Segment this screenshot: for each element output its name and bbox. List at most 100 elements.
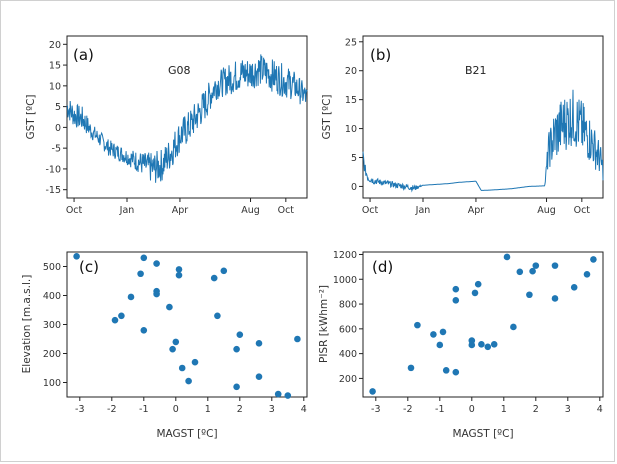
panel-c: 100 200 300 400 500 -3 -2 -1 0 1 2 3 4 (c) MAGST [º…: [21, 251, 308, 440]
panel-c-y-tick-label: 100: [43, 378, 61, 389]
panel-c-data-point: [137, 270, 144, 278]
panel-c-data-point: [255, 340, 263, 347]
panel-d-data-point: [503, 253, 511, 261]
panel-d-axes: [362, 251, 604, 398]
panel-c-x-ticks: -3 -2 -1 0 1 2 3 4: [75, 397, 307, 415]
panel-d-x-tick-label: -3: [371, 404, 380, 415]
panel-d-x-tick-label: 1: [501, 404, 507, 415]
panel-c-data-point: [233, 345, 240, 353]
panel-c-data-point: [175, 266, 183, 273]
panel-d-data-point: [452, 297, 460, 304]
panel-b-x-tick-label: Oct: [574, 205, 591, 216]
panel-c-x-tick-label: -1: [139, 404, 148, 415]
panel-c-x-tick-label: 3: [269, 404, 275, 415]
panel-d-y-ticks: 200 400 600 800 1000 1200: [333, 250, 363, 385]
panel-a-y-axis-label: GST [ºC]: [25, 94, 37, 139]
panel-b-x-tick-label: Oct: [362, 205, 379, 216]
panel-b-y-tick-label: 0: [351, 182, 357, 193]
panel-a-x-tick-label: Jan: [119, 205, 135, 216]
panel-c-data-point: [118, 312, 125, 320]
panel-b-y-tick-label: 10: [345, 124, 357, 135]
panel-d-data-point: [490, 341, 498, 348]
panel-d-y-axis-label: PISR [kWhm⁻²]: [318, 285, 330, 363]
panel-c-data-point: [185, 377, 192, 385]
panel-c-x-tick-label: 2: [237, 404, 243, 415]
panel-a-x-tick-label: Oct: [66, 205, 83, 216]
panel-c-data-point: [153, 290, 160, 298]
panel-c-y-axis-label: Elevation [m.a.s.l.]: [21, 275, 33, 374]
panel-d-y-tick-label: 200: [339, 374, 357, 385]
panel-c-data-point: [140, 254, 148, 262]
panel-b-x-ticks: Oct Jan Apr Aug Oct: [362, 198, 590, 216]
panel-c-data-point: [210, 274, 218, 282]
panel-d-y-tick-label: 400: [339, 349, 357, 360]
panel-c-label: (c): [79, 258, 99, 276]
panel-c-data-point: [175, 271, 183, 279]
panel-c-x-axis-label: MAGST [ºC]: [156, 428, 217, 440]
panel-d-y-tick-label: 1200: [333, 250, 357, 261]
panel-b-y-tick-label: 5: [351, 153, 357, 164]
panel-c-x-tick-label: -2: [107, 404, 116, 415]
panel-d-x-ticks: -3 -2 -1 0 1 2 3 4: [371, 397, 603, 415]
panel-d-data-point: [583, 271, 591, 278]
panel-b-axes: [362, 35, 604, 199]
panel-c-data-point: [73, 253, 80, 260]
panel-b-series-line: [362, 89, 604, 193]
panel-c-y-tick-label: 500: [43, 262, 61, 273]
panel-d-x-tick-label: 0: [469, 404, 475, 415]
panel-d-y-tick-label: 1000: [333, 275, 357, 286]
panel-b: 0 5 10 15 20 25 Oct Jan Apr Aug Oct (b) B21 GST […: [321, 35, 604, 216]
panel-d-points: [369, 253, 597, 395]
panel-c-data-point: [172, 338, 180, 346]
panel-c-y-tick-label: 200: [43, 349, 61, 360]
panel-d-data-point: [430, 331, 437, 338]
panel-d: 200 400 600 800 1000 1200 -3 -2 -1 0 1 2 3 4 (d) MAG…: [318, 250, 604, 440]
panel-d-data-point: [478, 341, 485, 348]
panel-c-x-tick-label: 0: [173, 404, 179, 415]
panel-d-data-point: [439, 328, 447, 336]
panel-b-y-axis-label: GST [ºC]: [321, 94, 333, 139]
panel-d-data-point: [590, 256, 597, 263]
panel-d-data-point: [436, 341, 444, 349]
panel-c-data-point: [191, 358, 199, 366]
panel-d-data-point: [474, 280, 482, 288]
panel-d-data-point: [510, 323, 517, 331]
panel-d-data-point: [468, 341, 476, 349]
panel-c-data-point: [169, 345, 176, 353]
panel-b-site-annotation: B21: [465, 64, 487, 77]
panel-c-data-point: [127, 293, 135, 301]
panel-c-x-tick-label: 4: [301, 404, 307, 415]
panel-a-series-line: [66, 54, 308, 183]
panel-d-data-point: [452, 285, 460, 293]
panel-c-x-tick-label: -3: [75, 404, 84, 415]
panel-c-data-point: [294, 335, 301, 343]
panel-d-x-tick-label: -2: [403, 404, 412, 415]
panel-c-x-tick-label: 1: [205, 404, 211, 415]
panel-d-x-tick-label: 2: [533, 404, 539, 415]
panel-b-x-tick-label: Jan: [415, 205, 431, 216]
panel-a-label: (a): [73, 46, 94, 64]
panel-c-data-point: [220, 267, 228, 275]
panel-d-x-axis-label: MAGST [ºC]: [452, 428, 513, 440]
panel-d-x-tick-label: 3: [565, 404, 571, 415]
panel-a-y-tick-label: -15: [45, 185, 61, 196]
panel-d-data-point: [551, 262, 559, 269]
panel-d-data-point: [471, 289, 479, 297]
panel-c-points: [73, 253, 301, 399]
panel-a-x-ticks: Oct Jan Apr Aug Oct: [66, 198, 294, 216]
panel-b-y-ticks: 0 5 10 15 20 25: [345, 37, 363, 193]
panel-d-data-point: [414, 321, 421, 329]
panel-d-data-point: [407, 364, 415, 372]
panel-d-data-point: [516, 268, 524, 276]
panel-d-data-point: [570, 284, 578, 291]
panel-a-y-tick-label: -5: [52, 144, 61, 155]
panel-a-y-tick-label: 5: [55, 102, 61, 113]
panel-c-axes: [66, 251, 308, 398]
panel-c-data-point: [153, 260, 160, 267]
panel-d-data-point: [551, 295, 559, 302]
panel-d-data-point: [484, 343, 492, 351]
panel-a-y-tick-label: 0: [55, 123, 61, 134]
panel-c-data-point: [214, 312, 221, 320]
panel-b-x-tick-label: Aug: [537, 205, 556, 216]
